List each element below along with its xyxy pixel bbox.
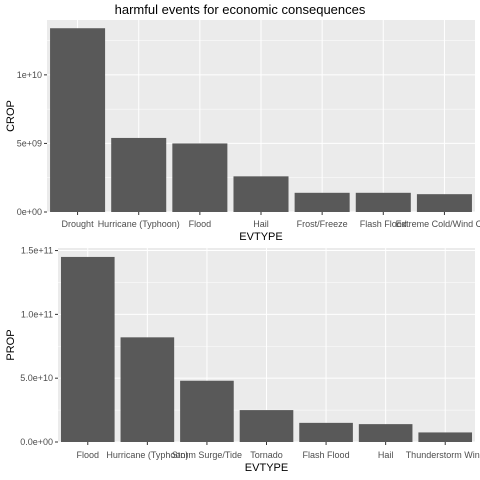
x-tick-label: Tornado — [250, 450, 283, 460]
bar-flash-flood — [355, 192, 411, 212]
x-tick-label: Hail — [253, 219, 269, 229]
y-axis-title: CROP — [5, 100, 17, 132]
x-axis-title: EVTYPE — [239, 231, 282, 243]
y-tick-label: 1e+10 — [17, 70, 42, 80]
bar-storm-surge-tide — [180, 380, 234, 442]
x-tick-label: Hail — [378, 450, 394, 460]
chart-title: harmful events for economic consequences — [115, 2, 366, 17]
bar-tornado — [239, 410, 294, 442]
x-tick-label: Flash Flood — [303, 450, 350, 460]
y-tick-label: 5e+09 — [17, 138, 42, 148]
bar-flood — [172, 143, 228, 212]
x-tick-label: Hurricane (Typhoon) — [98, 219, 180, 229]
x-tick-label: Drought — [62, 219, 95, 229]
x-tick-label: Flood — [189, 219, 212, 229]
x-tick-label: Frost/Freeze — [297, 219, 348, 229]
bar-flash-flood — [299, 422, 353, 442]
y-tick-label: 5.0e+10 — [20, 373, 53, 383]
bar-flood — [60, 256, 115, 442]
bar-hail — [233, 176, 289, 212]
bar-hail — [358, 424, 413, 442]
x-tick-label: Hurricane (Typhoon) — [106, 450, 188, 460]
chart-panel-1: 0e+00 5e+09 1e+10 Drought Hurricane (Typhoon… — [5, 20, 480, 243]
y-tick-label: 0e+00 — [17, 207, 42, 217]
bar-hurricane-typhoon — [111, 137, 167, 212]
y-axis-title: PROP — [5, 329, 17, 360]
x-tick-label: Flood — [77, 450, 100, 460]
bar-drought — [50, 28, 106, 212]
bar-thunderstorm-wind — [418, 432, 473, 442]
x-tick-label: Thunderstorm Wind — [406, 450, 480, 460]
bar-frost-freeze — [294, 192, 350, 212]
y-tick-label: 1.0e+11 — [21, 309, 53, 319]
x-tick-label: Storm Surge/Tide — [172, 450, 242, 460]
y-tick-label: 0.0e+00 — [20, 437, 53, 447]
y-tick-label: 1.5e+11 — [21, 246, 53, 256]
bar-hurricane-typhoon — [120, 337, 175, 442]
x-axis-title: EVTYPE — [245, 462, 288, 474]
x-tick-label: Extreme Cold/Wind Chill — [396, 219, 480, 229]
bar-extreme-cold-wind-chill — [416, 194, 472, 212]
x-tick-label: Flash Flood — [360, 219, 407, 229]
chart-panel-2: 0.0e+00 5.0e+10 1.0e+11 1.5e+11 Flood Hurrica… — [5, 246, 480, 474]
